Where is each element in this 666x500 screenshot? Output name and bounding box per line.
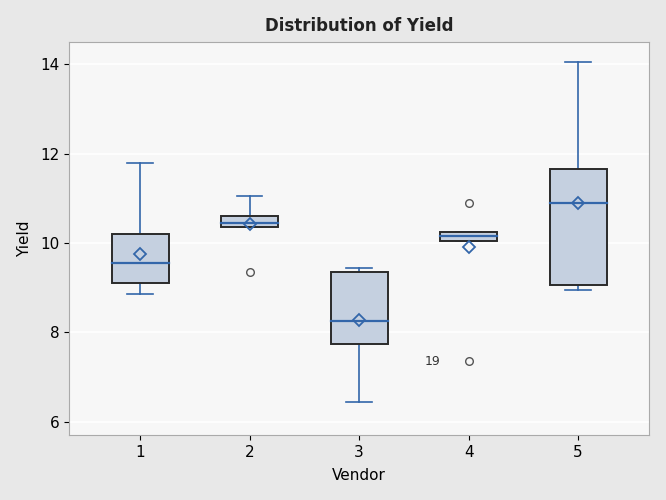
Title: Distribution of Yield: Distribution of Yield (265, 16, 454, 34)
X-axis label: Vendor: Vendor (332, 468, 386, 483)
Y-axis label: Yield: Yield (17, 220, 32, 257)
Bar (440, 232, 497, 241)
Bar (112, 234, 168, 283)
Text: 19: 19 (425, 355, 441, 368)
Bar (549, 169, 607, 286)
Bar (221, 216, 278, 228)
Bar (331, 272, 388, 344)
